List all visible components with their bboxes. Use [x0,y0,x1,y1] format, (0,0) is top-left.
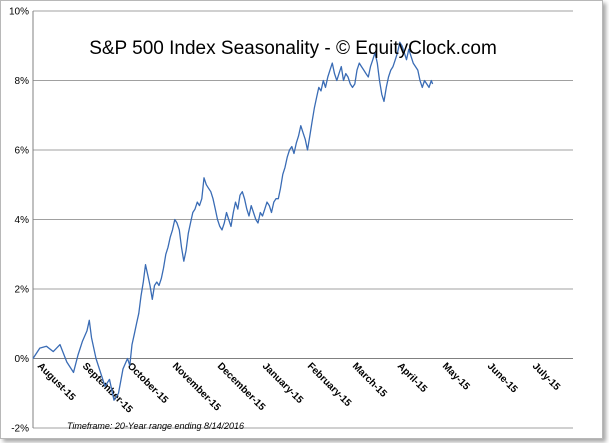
footnote: Timeframe: 20-Year range ending 8/14/201… [67,421,244,431]
y-tick-label: 8% [15,76,30,87]
chart: -2%0%2%4%6%8%10% August-15 September-15Oc… [9,7,573,435]
chart-title: S&P 500 Index Seasonality - © EquityCloc… [89,38,497,59]
y-tick-label: 2% [15,285,30,296]
gridlines [33,10,573,429]
y-tick-label: -2% [11,424,29,435]
y-tick-label: 0% [15,354,30,365]
y-tick-label: 4% [15,215,30,226]
y-tick-label: 10% [9,7,29,18]
y-tick-labels: -2% 0% 2% 4% 6% 8% 10% [9,7,29,435]
y-tick-label: 6% [15,146,30,157]
series-line [32,41,434,401]
